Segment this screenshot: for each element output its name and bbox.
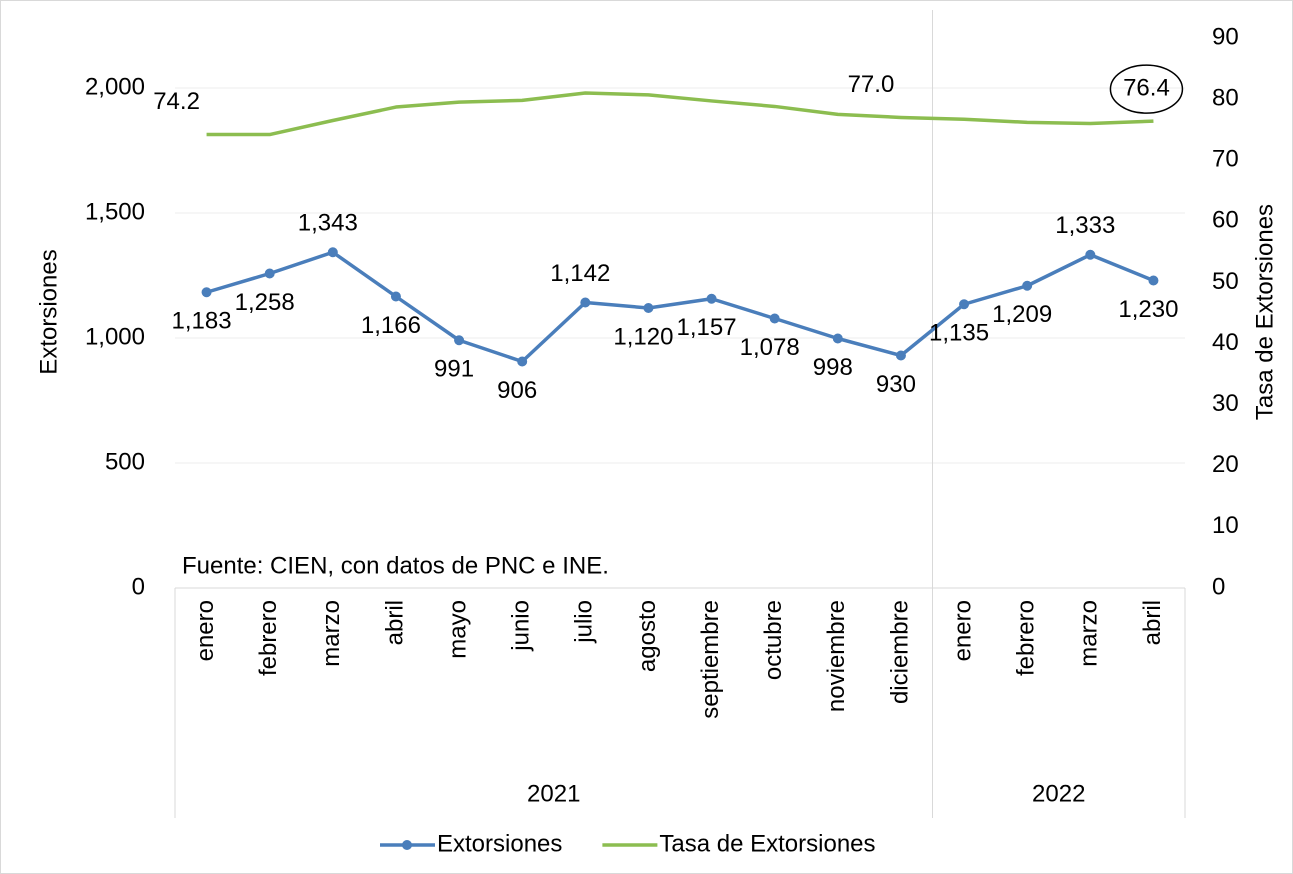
label-highlight [1109, 64, 1184, 114]
data-label: 998 [813, 354, 853, 381]
y2-tick-label: 90 [1212, 23, 1239, 50]
data-point [895, 350, 906, 361]
legend-label: Tasa de Extorsiones [659, 830, 875, 857]
data-point [264, 268, 275, 279]
data-point [390, 291, 401, 302]
data-point [580, 297, 591, 308]
data-label: 74.2 [153, 88, 200, 115]
y2-tick-label: 10 [1212, 512, 1239, 539]
legend-label: Extorsiones [437, 830, 562, 857]
y2-tick-label: 80 [1212, 84, 1239, 111]
y2-tick-label: 20 [1212, 451, 1239, 478]
y2-tick-label: 50 [1212, 268, 1239, 295]
data-label: 1,135 [929, 320, 989, 347]
y2-tick-label: 30 [1212, 390, 1239, 417]
y2-tick-label: 0 [1212, 573, 1225, 600]
data-point [517, 356, 528, 367]
y-tick-label: 0 [132, 573, 145, 600]
data-point [706, 293, 717, 304]
data-label: 1,157 [677, 314, 737, 341]
y2-tick-label: 70 [1212, 146, 1239, 173]
x-tick-label: abril [1139, 600, 1166, 645]
x-tick-label: junio [508, 600, 535, 652]
x-tick-label: febrero [255, 600, 282, 676]
x-tick-label: septiembre [697, 600, 724, 719]
data-label: 1,333 [1055, 212, 1115, 239]
data-label: 1,230 [1118, 296, 1178, 323]
data-label: 1,209 [992, 301, 1052, 328]
x-tick-label: mayo [444, 600, 471, 659]
data-label: 1,343 [298, 210, 358, 237]
y2-axis-label: Tasa de Extorsiones [1251, 204, 1278, 420]
data-point [769, 313, 780, 324]
x-tick-label: octubre [760, 600, 787, 680]
x-tick-label: julio [571, 600, 598, 644]
x-tick-label: noviembre [823, 600, 850, 712]
y-tick-label: 1,500 [85, 198, 145, 225]
data-point [1085, 249, 1096, 260]
y-tick-label: 2,000 [85, 73, 145, 100]
x-group-label: 2021 [527, 780, 580, 807]
data-label: 1,142 [550, 260, 610, 287]
data-label: 930 [876, 371, 916, 398]
x-tick-label: marzo [318, 600, 345, 667]
data-label: 1,166 [361, 312, 421, 339]
y2-tick-label: 60 [1212, 207, 1239, 234]
x-tick-label: agosto [634, 600, 661, 672]
data-label: 991 [434, 356, 474, 383]
x-tick-label: diciembre [886, 600, 913, 704]
source-note: Fuente: CIEN, con datos de PNC e INE. [182, 552, 609, 579]
x-tick-label: febrero [1013, 600, 1040, 676]
data-point [832, 333, 843, 344]
x-tick-label: enero [949, 600, 976, 661]
data-point [643, 303, 654, 313]
data-label: 906 [497, 377, 537, 404]
y-axis-label: Extorsiones [35, 249, 62, 374]
data-label: 76.4 [1123, 74, 1170, 101]
y2-tick-label: 40 [1212, 329, 1239, 356]
data-point [1022, 280, 1033, 291]
data-point [327, 247, 338, 258]
data-point [201, 287, 212, 298]
data-point [454, 335, 465, 346]
series-line [206, 250, 1155, 364]
x-tick-label: abril [381, 600, 408, 645]
data-label: 77.0 [848, 71, 895, 98]
data-point [959, 299, 970, 310]
legend-marker [402, 840, 412, 850]
y-tick-label: 1,000 [85, 323, 145, 350]
x-group-label: 2022 [1032, 780, 1085, 807]
data-label: 1,183 [172, 308, 232, 335]
data-label: 1,120 [613, 323, 673, 350]
series-line [206, 91, 1154, 137]
x-tick-label: enero [192, 600, 219, 661]
data-point [1148, 275, 1159, 286]
x-tick-label: marzo [1076, 600, 1103, 667]
data-label: 1,078 [740, 334, 800, 361]
data-label: 1,258 [235, 289, 295, 316]
y-tick-label: 500 [105, 448, 145, 475]
